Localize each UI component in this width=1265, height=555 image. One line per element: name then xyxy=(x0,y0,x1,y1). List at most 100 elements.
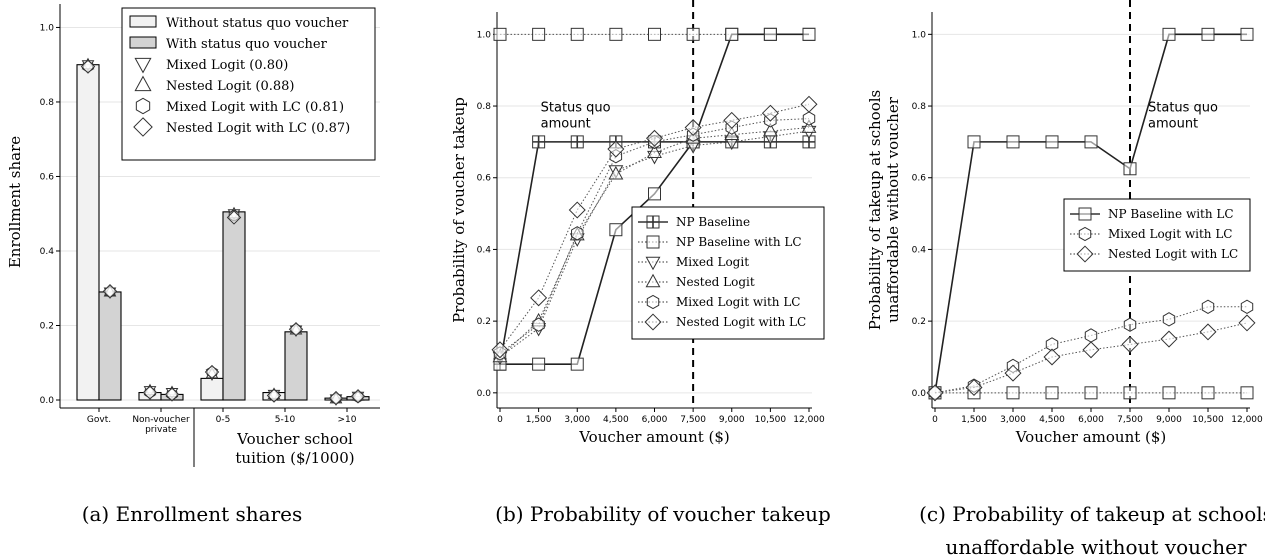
data-point xyxy=(532,135,546,149)
bar xyxy=(284,331,308,401)
data-point xyxy=(1084,135,1098,149)
y-tick-label: 0.4 xyxy=(477,245,492,255)
data-point xyxy=(763,27,777,41)
legend-label: Mixed Logit with LC xyxy=(1108,227,1232,241)
legend-marker xyxy=(646,235,660,249)
legend-marker xyxy=(135,97,151,115)
y-tick-label: 1.0 xyxy=(477,30,492,40)
data-point xyxy=(648,27,661,41)
x-tick-label: 12,000 xyxy=(793,415,825,425)
data-point xyxy=(1240,386,1254,400)
model-marker xyxy=(266,388,282,403)
data-point xyxy=(1045,135,1059,149)
data-point xyxy=(1201,299,1215,314)
data-point xyxy=(1043,348,1061,366)
series-line xyxy=(499,118,810,354)
x-tick-label: >10 xyxy=(338,415,357,425)
data-point xyxy=(1123,162,1137,176)
bar xyxy=(222,211,246,401)
x-tick-label: Govt. xyxy=(87,415,111,425)
data-point xyxy=(967,135,981,149)
y-tick-label: 0.8 xyxy=(912,102,927,112)
y-axis-label: Probability of voucher takeup xyxy=(450,97,468,323)
legend-label: Mixed Logit with LC xyxy=(676,295,800,309)
model-marker xyxy=(204,364,220,380)
x-tick-label: 0-5 xyxy=(216,415,231,425)
caption: unaffordable without voucher xyxy=(945,535,1247,555)
y-tick-label: 0.6 xyxy=(40,172,55,182)
data-point xyxy=(532,357,546,371)
group-label: Voucher school xyxy=(236,430,353,448)
legend-label: NP Baseline xyxy=(676,215,750,229)
data-point xyxy=(800,95,818,113)
y-tick-label: 1.0 xyxy=(912,30,927,40)
legend-label: Nested Logit xyxy=(676,275,755,289)
legend-label: Nested Logit (0.88) xyxy=(166,79,295,94)
data-point xyxy=(1004,364,1022,382)
y-tick-label: 0.8 xyxy=(40,98,55,108)
legend-marker xyxy=(134,75,152,92)
y-tick-label: 0.6 xyxy=(477,174,492,184)
x-tick-label: 5-10 xyxy=(275,415,296,425)
legend-box xyxy=(631,206,825,340)
legend-label: Nested Logit with LC xyxy=(676,315,806,329)
annotation: amount xyxy=(1148,117,1198,132)
data-point xyxy=(645,129,664,147)
data-point xyxy=(571,226,584,241)
legend-marker xyxy=(646,215,660,229)
caption: (a) Enrollment shares xyxy=(82,502,303,526)
bar xyxy=(200,377,224,401)
legend-label: Mixed Logit xyxy=(676,255,749,269)
data-point xyxy=(607,140,625,158)
x-tick-label: Non-voucher xyxy=(132,415,190,425)
y-tick-label: 0.2 xyxy=(912,317,926,327)
y-tick-label: 0.0 xyxy=(40,396,55,406)
bar xyxy=(76,64,100,401)
data-point xyxy=(1123,317,1137,332)
bar xyxy=(98,291,122,401)
legend-label: Nested Logit with LC (0.87) xyxy=(166,121,350,136)
legend-marker xyxy=(646,294,660,310)
series-line xyxy=(499,130,810,358)
legend-marker xyxy=(1078,207,1092,221)
data-point xyxy=(1160,330,1178,348)
data-point xyxy=(802,27,816,41)
legend-marker xyxy=(644,313,662,331)
annotation: amount xyxy=(541,117,591,132)
x-tick-label: 4,500 xyxy=(1039,415,1065,425)
legend-label: Without status quo voucher xyxy=(166,16,349,31)
data-point xyxy=(1006,386,1020,400)
x-tick-label: 0 xyxy=(497,415,503,425)
x-tick-label: 1,500 xyxy=(961,415,987,425)
legend-label: NP Baseline with LC xyxy=(1108,207,1234,221)
data-point xyxy=(1199,323,1217,341)
data-point xyxy=(1162,386,1176,400)
data-point xyxy=(686,27,700,41)
series-line xyxy=(934,322,1248,394)
data-point xyxy=(493,27,507,41)
legend-swatch xyxy=(129,15,157,28)
data-point xyxy=(1162,27,1176,41)
data-point xyxy=(532,317,545,332)
data-point xyxy=(1082,341,1100,359)
x-tick-label: 0 xyxy=(932,415,938,425)
x-tick-label: 6,000 xyxy=(1078,415,1104,425)
data-point xyxy=(723,111,741,129)
data-point xyxy=(802,111,816,126)
legend-marker xyxy=(133,117,153,137)
data-point xyxy=(530,289,548,307)
legend-marker xyxy=(134,57,152,74)
legend-label: NP Baseline with LC xyxy=(676,235,802,249)
legend-marker xyxy=(1078,226,1092,242)
data-point xyxy=(1201,27,1215,41)
model-marker xyxy=(288,322,304,337)
data-point xyxy=(570,135,584,149)
x-tick-label: 7,500 xyxy=(680,415,706,425)
data-point xyxy=(1084,386,1098,400)
y-tick-label: 0.8 xyxy=(477,102,492,112)
x-tick-label: 3,000 xyxy=(564,415,590,425)
model-marker xyxy=(102,284,118,299)
y-tick-label: 0.0 xyxy=(477,389,492,399)
legend-swatch xyxy=(129,36,157,49)
